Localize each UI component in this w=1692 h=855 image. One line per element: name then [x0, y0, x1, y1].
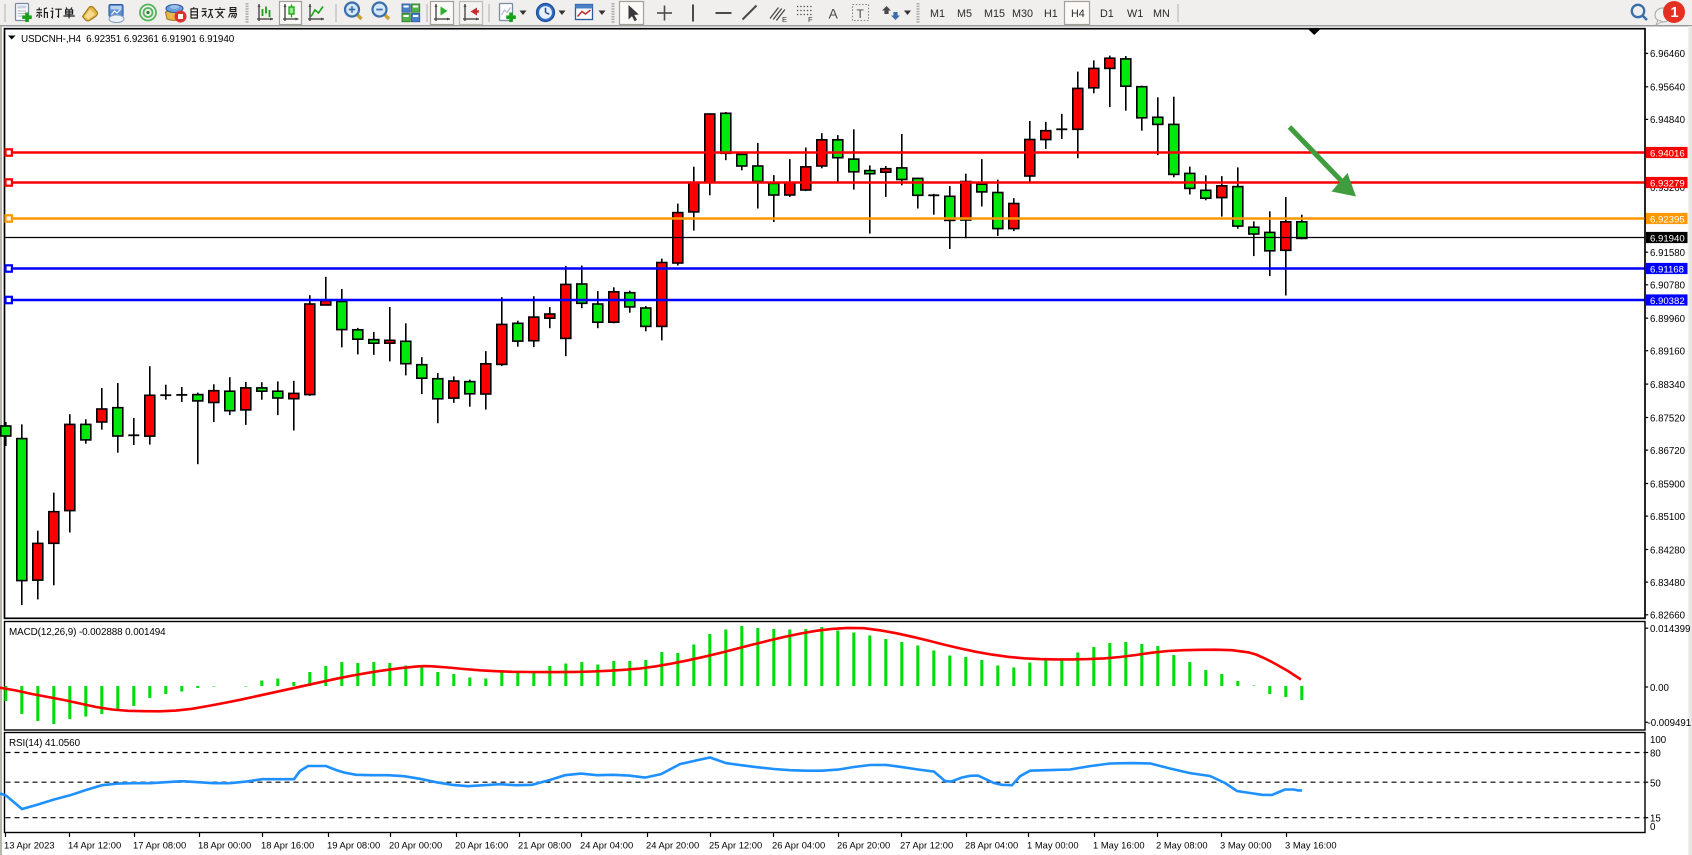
svg-text:6.84280: 6.84280 — [1650, 545, 1686, 556]
svg-text:6.90780: 6.90780 — [1650, 281, 1686, 292]
svg-text:6.90382: 6.90382 — [1650, 296, 1685, 307]
svg-text:21 Apr 08:00: 21 Apr 08:00 — [518, 840, 571, 851]
svg-text:26 Apr 04:00: 26 Apr 04:00 — [772, 840, 825, 851]
svg-text:28 Apr 04:00: 28 Apr 04:00 — [965, 840, 1018, 851]
svg-text:6.96460: 6.96460 — [1650, 49, 1686, 60]
svg-text:A: A — [829, 6, 839, 22]
svg-text:6.91168: 6.91168 — [1650, 264, 1684, 275]
svg-text:6.82660: 6.82660 — [1650, 611, 1686, 622]
svg-text:6.91580: 6.91580 — [1650, 248, 1686, 259]
svg-text:6.94016: 6.94016 — [1650, 148, 1685, 159]
svg-text:0.014399: 0.014399 — [1650, 624, 1690, 635]
svg-text:RSI(14) 41.0560: RSI(14) 41.0560 — [9, 738, 81, 749]
svg-text:80: 80 — [1650, 749, 1661, 760]
svg-text:15: 15 — [1650, 814, 1661, 825]
svg-text:26 Apr 20:00: 26 Apr 20:00 — [837, 840, 890, 851]
svg-text:6.85100: 6.85100 — [1650, 512, 1686, 523]
svg-text:3 May 00:00: 3 May 00:00 — [1220, 840, 1272, 851]
svg-text:6.85900: 6.85900 — [1650, 479, 1686, 490]
svg-text:6.93279: 6.93279 — [1650, 178, 1685, 189]
svg-text:6.91940: 6.91940 — [1650, 233, 1685, 244]
svg-text:T: T — [857, 7, 865, 21]
svg-text:M30: M30 — [1012, 8, 1033, 20]
svg-text:MACD(12,26,9) -0.002888 0.0014: MACD(12,26,9) -0.002888 0.001494 — [9, 627, 166, 638]
svg-text:1: 1 — [1671, 5, 1679, 21]
svg-text:6.95640: 6.95640 — [1650, 83, 1686, 94]
svg-text:W1: W1 — [1127, 8, 1143, 20]
svg-text:6.93260: 6.93260 — [1650, 183, 1686, 194]
svg-text:6.88340: 6.88340 — [1650, 380, 1686, 391]
svg-text:H4: H4 — [1071, 8, 1085, 20]
svg-text:18 Apr 16:00: 18 Apr 16:00 — [261, 840, 314, 851]
svg-text:F: F — [808, 15, 813, 24]
svg-text:27 Apr 12:00: 27 Apr 12:00 — [900, 840, 953, 851]
svg-text:M1: M1 — [930, 8, 945, 20]
svg-text:6.94840: 6.94840 — [1650, 115, 1686, 126]
svg-text:M5: M5 — [957, 8, 972, 20]
svg-text:18 Apr 00:00: 18 Apr 00:00 — [198, 840, 251, 851]
svg-text:0: 0 — [1650, 822, 1656, 833]
svg-text:100: 100 — [1650, 735, 1667, 746]
svg-text:M15: M15 — [984, 8, 1005, 20]
svg-text:6.89960: 6.89960 — [1650, 314, 1686, 325]
svg-text:20 Apr 16:00: 20 Apr 16:00 — [455, 840, 508, 851]
svg-text:2 May 08:00: 2 May 08:00 — [1156, 840, 1208, 851]
svg-text:E: E — [782, 15, 787, 24]
svg-text:-0.009491: -0.009491 — [1648, 718, 1692, 729]
svg-text:0.00: 0.00 — [1650, 683, 1669, 694]
svg-text:D1: D1 — [1100, 8, 1114, 20]
svg-text:6.86720: 6.86720 — [1650, 446, 1686, 457]
svg-text:20 Apr 00:00: 20 Apr 00:00 — [389, 840, 442, 851]
svg-text:6.89160: 6.89160 — [1650, 347, 1686, 358]
svg-text:19 Apr 08:00: 19 Apr 08:00 — [327, 840, 380, 851]
svg-text:USDCNH-,H4 6.92351 6.92361 6.: USDCNH-,H4 6.92351 6.92361 6.91901 6.919… — [21, 34, 235, 45]
svg-text:50: 50 — [1650, 778, 1661, 789]
svg-text:6.87520: 6.87520 — [1650, 413, 1686, 424]
svg-text:14 Apr 12:00: 14 Apr 12:00 — [68, 840, 121, 851]
svg-text:24 Apr 04:00: 24 Apr 04:00 — [580, 840, 633, 851]
svg-text:H1: H1 — [1044, 8, 1058, 20]
svg-text:13 Apr 2023: 13 Apr 2023 — [4, 840, 55, 851]
svg-text:1 May 00:00: 1 May 00:00 — [1027, 840, 1079, 851]
svg-text:17 Apr 08:00: 17 Apr 08:00 — [133, 840, 186, 851]
svg-text:1 May 16:00: 1 May 16:00 — [1093, 840, 1145, 851]
svg-text:24 Apr 20:00: 24 Apr 20:00 — [646, 840, 699, 851]
svg-text:6.92395: 6.92395 — [1650, 214, 1685, 225]
svg-text:MN: MN — [1153, 8, 1170, 20]
svg-text:3 May 16:00: 3 May 16:00 — [1285, 840, 1337, 851]
svg-text:6.83480: 6.83480 — [1650, 578, 1686, 589]
svg-text:25 Apr 12:00: 25 Apr 12:00 — [709, 840, 762, 851]
